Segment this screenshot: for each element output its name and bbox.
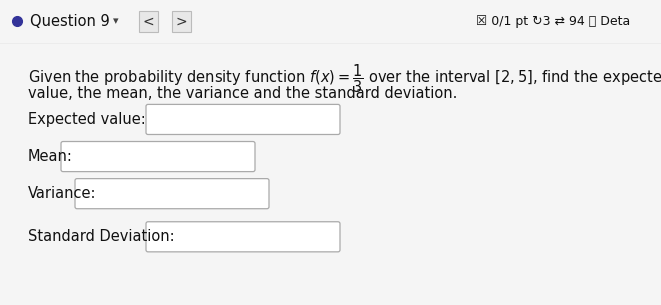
FancyBboxPatch shape bbox=[61, 142, 255, 172]
Text: Expected value:: Expected value: bbox=[28, 112, 145, 127]
Text: Variance:: Variance: bbox=[28, 186, 97, 201]
Text: <: < bbox=[143, 14, 155, 28]
Text: ▾: ▾ bbox=[113, 16, 118, 26]
Text: Standard Deviation:: Standard Deviation: bbox=[28, 229, 175, 244]
Text: ☒ 0/1 pt ↻3 ⇄ 94 ⓘ Deta: ☒ 0/1 pt ↻3 ⇄ 94 ⓘ Deta bbox=[476, 15, 630, 28]
FancyBboxPatch shape bbox=[146, 222, 340, 252]
FancyBboxPatch shape bbox=[146, 104, 340, 135]
Text: >: > bbox=[176, 14, 188, 28]
Text: Mean:: Mean: bbox=[28, 149, 73, 164]
Text: Question 9: Question 9 bbox=[30, 14, 110, 29]
FancyBboxPatch shape bbox=[75, 179, 269, 209]
Text: value, the mean, the variance and the standard deviation.: value, the mean, the variance and the st… bbox=[28, 86, 457, 101]
Text: Given the probability density function $f(x) = \dfrac{1}{3}$ over the interval $: Given the probability density function $… bbox=[28, 62, 661, 95]
